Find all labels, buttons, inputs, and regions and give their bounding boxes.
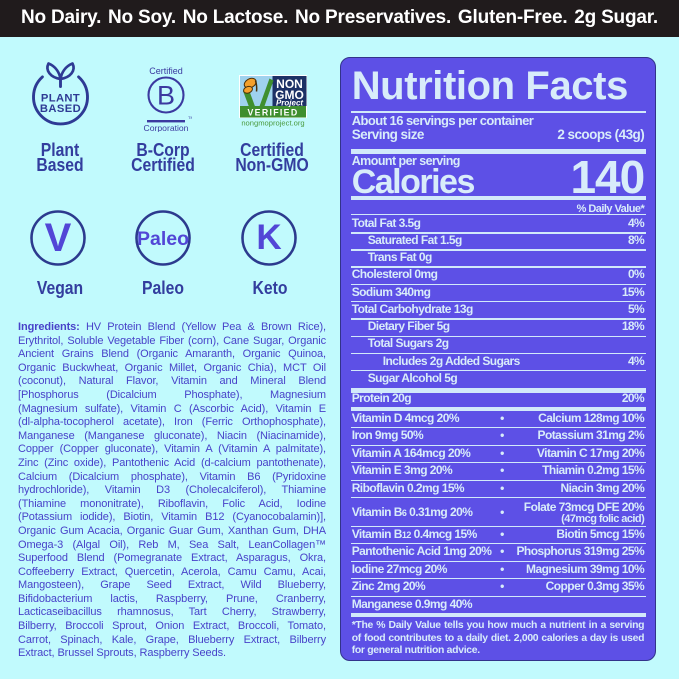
svg-text:Corporation: Corporation [144, 123, 189, 132]
svg-text:GMO: GMO [275, 88, 304, 102]
svg-text:Paleo: Paleo [137, 228, 189, 250]
svg-text:nongmoproject.org: nongmoproject.org [241, 119, 304, 128]
svg-text:Certified: Certified [149, 66, 183, 76]
svg-text:Project: Project [276, 98, 303, 107]
svg-text:NON: NON [276, 77, 303, 91]
svg-text:VERIFIED: VERIFIED [248, 107, 299, 117]
svg-text:V: V [45, 216, 72, 260]
svg-text:BASED: BASED [40, 103, 81, 115]
svg-text:K: K [256, 218, 281, 257]
svg-text:TM: TM [188, 115, 192, 120]
svg-text:PLANT: PLANT [41, 93, 80, 105]
svg-text:B: B [157, 81, 175, 111]
